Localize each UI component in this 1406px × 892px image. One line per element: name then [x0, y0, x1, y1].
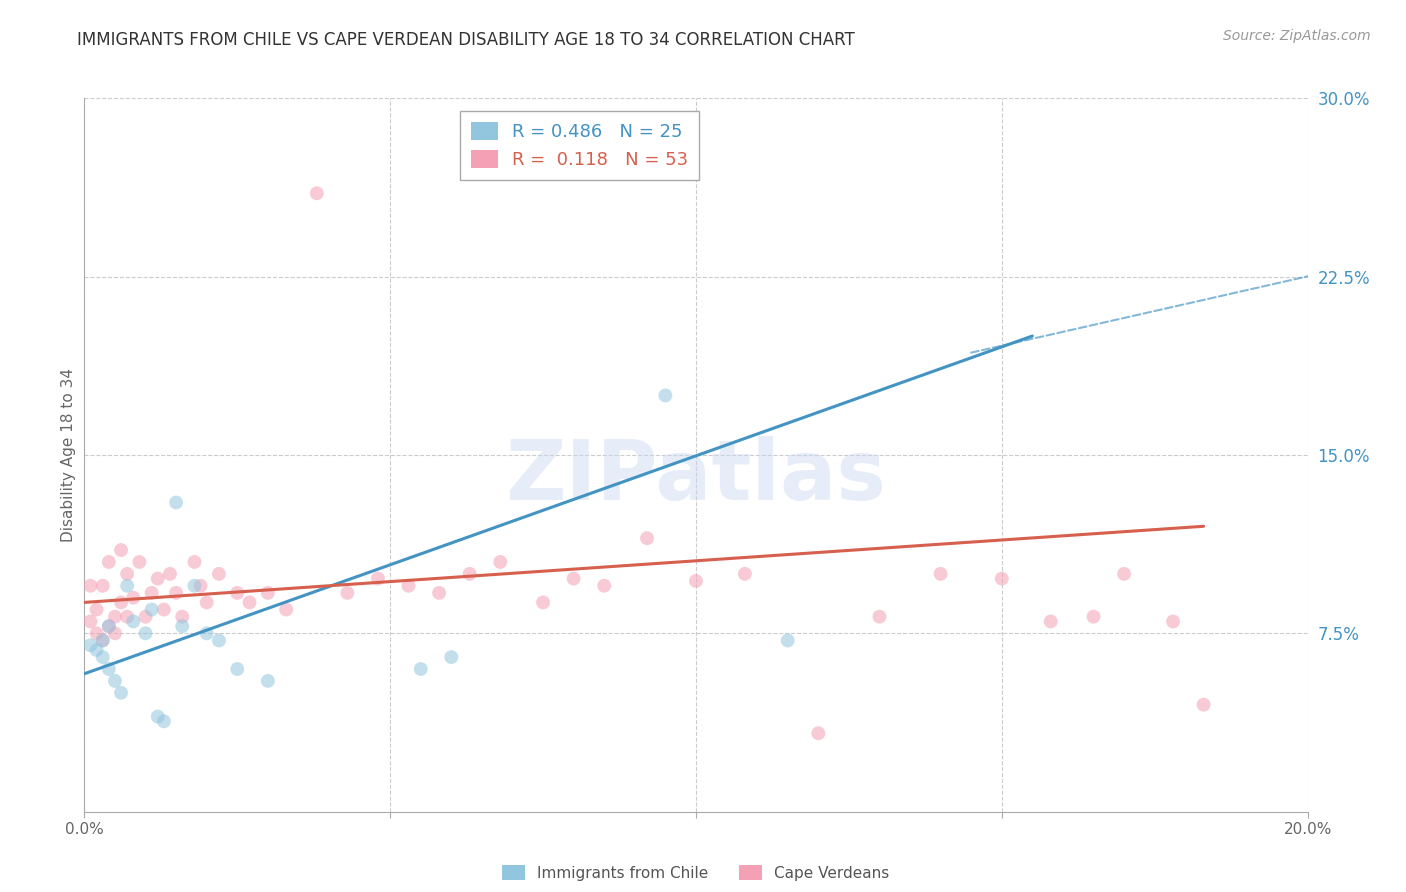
Point: [1039, 615, 1062, 629]
Point: [86, 626, 108, 640]
Point: [122, 591, 145, 605]
Point: [195, 595, 218, 609]
Point: [91, 633, 114, 648]
Point: [562, 572, 585, 586]
Point: [110, 686, 132, 700]
Point: [97, 619, 120, 633]
Point: [97, 555, 120, 569]
Point: [226, 662, 249, 676]
Point: [128, 555, 150, 569]
Point: [110, 595, 132, 609]
Point: [257, 586, 280, 600]
Point: [226, 586, 249, 600]
Point: [183, 555, 205, 569]
Point: [427, 586, 450, 600]
Point: [104, 626, 127, 640]
Point: [276, 602, 298, 616]
Y-axis label: Disability Age 18 to 34: Disability Age 18 to 34: [60, 368, 76, 542]
Point: [79, 638, 101, 652]
Point: [153, 602, 176, 616]
Point: [636, 531, 658, 545]
Point: [172, 619, 194, 633]
Point: [208, 566, 231, 581]
Point: [208, 633, 231, 648]
Point: [1161, 615, 1184, 629]
Point: [489, 555, 512, 569]
Point: [807, 726, 830, 740]
Point: [91, 650, 114, 665]
Point: [110, 543, 132, 558]
Point: [531, 595, 554, 609]
Point: [1083, 609, 1105, 624]
Point: [79, 615, 101, 629]
Point: [440, 650, 463, 665]
Point: [238, 595, 260, 609]
Point: [97, 662, 120, 676]
Point: [165, 495, 187, 509]
Point: [458, 566, 481, 581]
Point: [172, 609, 194, 624]
Point: [195, 626, 218, 640]
Point: [86, 643, 108, 657]
Point: [135, 626, 157, 640]
Point: [257, 673, 280, 688]
Point: [86, 602, 108, 616]
Point: [115, 566, 138, 581]
Point: [409, 662, 432, 676]
Point: [135, 609, 157, 624]
Point: [122, 615, 145, 629]
Point: [654, 388, 676, 402]
Point: [104, 609, 127, 624]
Point: [91, 633, 114, 648]
Legend: Immigrants from Chile, Cape Verdeans: Immigrants from Chile, Cape Verdeans: [496, 859, 896, 887]
Point: [79, 579, 101, 593]
Point: [685, 574, 707, 588]
Point: [159, 566, 181, 581]
Point: [367, 572, 389, 586]
Point: [146, 572, 169, 586]
Point: [734, 566, 756, 581]
Point: [141, 586, 163, 600]
Point: [776, 633, 799, 648]
Point: [165, 586, 187, 600]
Point: [141, 602, 163, 616]
Point: [336, 586, 359, 600]
Point: [190, 579, 212, 593]
Point: [398, 579, 420, 593]
Text: ZIPatlas: ZIPatlas: [506, 436, 886, 516]
Point: [97, 619, 120, 633]
Point: [991, 572, 1014, 586]
Point: [104, 673, 127, 688]
Point: [153, 714, 176, 729]
Point: [305, 186, 328, 201]
Point: [115, 579, 138, 593]
Point: [146, 709, 169, 723]
Text: IMMIGRANTS FROM CHILE VS CAPE VERDEAN DISABILITY AGE 18 TO 34 CORRELATION CHART: IMMIGRANTS FROM CHILE VS CAPE VERDEAN DI…: [77, 31, 855, 49]
Point: [593, 579, 616, 593]
Point: [869, 609, 891, 624]
Point: [91, 579, 114, 593]
Point: [183, 579, 205, 593]
Point: [1192, 698, 1215, 712]
Point: [115, 609, 138, 624]
Point: [1114, 566, 1136, 581]
Text: Source: ZipAtlas.com: Source: ZipAtlas.com: [1223, 29, 1371, 43]
Point: [929, 566, 952, 581]
